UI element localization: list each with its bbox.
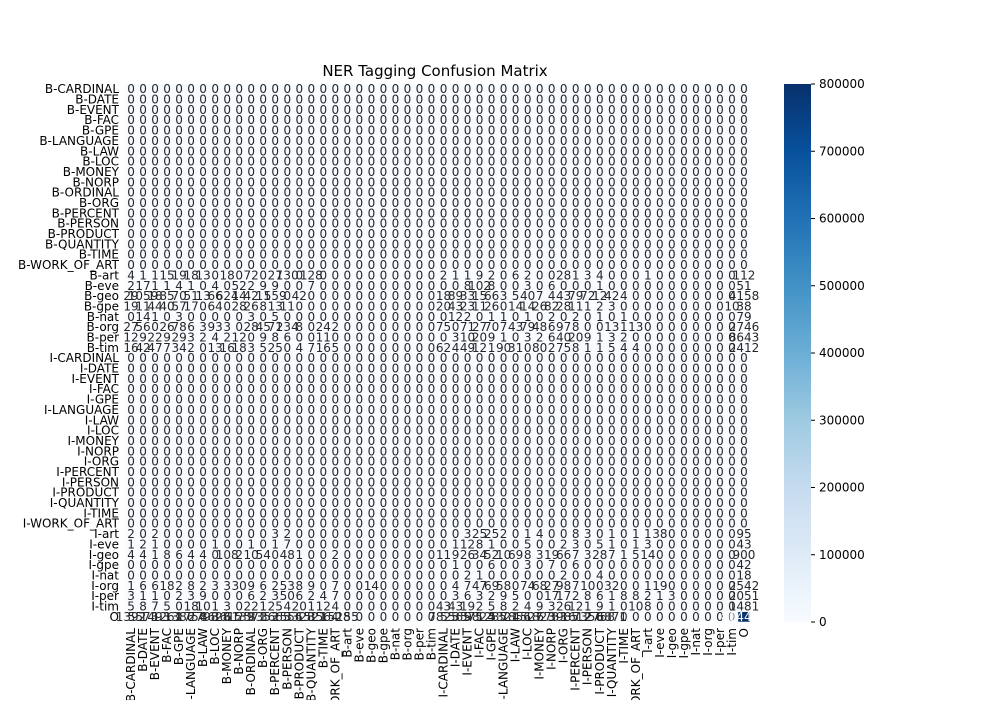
heatmap-cells	[124, 83, 751, 623]
chart-title: NER Tagging Confusion Matrix	[322, 62, 547, 80]
